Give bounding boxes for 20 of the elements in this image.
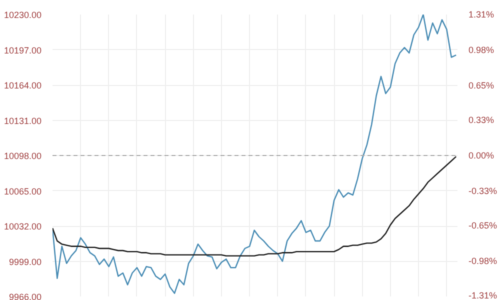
y-tick-label: 10164.00 [4,80,42,90]
y-tick-label: 10197.00 [4,45,42,56]
y-tick-label: 10098.00 [4,151,42,161]
y2-tick-label: 1.31% [468,10,494,20]
y2-tick-label: 0.98% [468,45,494,56]
y2-tick-label: -1.31% [468,290,498,300]
line-series [52,14,457,294]
y2-tick-label: 0.00% [468,150,494,160]
y-tick-label: 9999.00 [8,256,42,267]
y-tick-label: 10065.00 [4,186,42,196]
y-tick-label: 10230.00 [4,10,42,20]
line-series [52,156,457,257]
y-tick-label: 9966.00 [8,292,42,300]
y-tick-label: 10032.00 [4,222,42,232]
y2-tick-label: 0.33% [468,114,494,125]
y2-tick-label: -0.98% [468,256,498,266]
y2-tick-label: -0.33% [468,186,498,196]
y2-tick-label: 0.65% [468,80,494,91]
y-tick-label: 10131.00 [4,116,42,126]
y2-tick-label: -0.65% [468,220,498,230]
